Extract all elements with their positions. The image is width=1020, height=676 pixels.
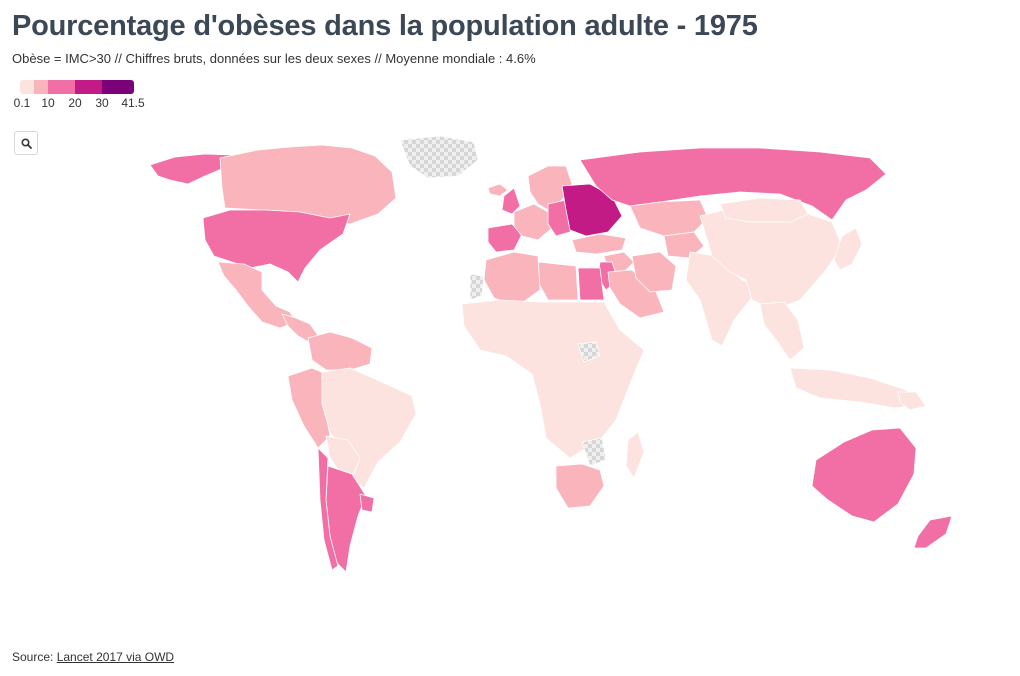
legend-tick-label: 20 (68, 96, 82, 110)
color-legend: 0.1 10 20 30 41.5 (12, 80, 152, 112)
region-bolivia-paraguay[interactable] (325, 435, 361, 475)
region-south-sudan[interactable] (577, 341, 601, 363)
legend-swatch (75, 80, 102, 94)
legend-swatch (102, 80, 134, 94)
region-kazakhstan[interactable] (629, 199, 709, 237)
region-united-kingdom[interactable] (501, 187, 521, 215)
region-mongolia[interactable] (719, 197, 809, 223)
region-canada[interactable] (219, 144, 397, 225)
source-prefix: Source: (12, 650, 57, 664)
world-map[interactable] (140, 128, 1000, 578)
legend-tick-label: 10 (41, 96, 55, 110)
legend-tick-label: 0.1 (13, 96, 31, 110)
region-chile[interactable] (317, 447, 339, 571)
region-greenland[interactable] (399, 135, 479, 179)
zoom-search-button[interactable] (14, 131, 38, 155)
region-australia[interactable] (811, 427, 917, 523)
region-colombia-venezuela[interactable] (307, 331, 373, 371)
search-icon (20, 137, 32, 149)
region-new-zealand[interactable] (913, 515, 953, 549)
region-southeast-asia[interactable] (759, 301, 805, 361)
region-spain-portugal[interactable] (487, 223, 523, 253)
legend-swatch (34, 80, 48, 94)
region-eastern-europe[interactable] (561, 183, 623, 237)
region-egypt[interactable] (577, 267, 605, 301)
legend-tick-label: 41.5 (121, 96, 145, 110)
region-botswana-zimbabwe[interactable] (581, 437, 607, 467)
region-papua-new-guinea[interactable] (897, 391, 927, 411)
page-title: Pourcentage d'obèses dans la population … (12, 10, 758, 42)
source-link[interactable]: Lancet 2017 via OWD (56, 650, 175, 664)
region-iceland[interactable] (487, 183, 509, 197)
region-central-asia[interactable] (663, 231, 705, 259)
region-maghreb[interactable] (483, 251, 541, 307)
region-western-sahara[interactable] (469, 273, 485, 301)
region-uruguay[interactable] (359, 493, 375, 513)
region-south-africa[interactable] (555, 463, 605, 509)
region-peru-ecuador[interactable] (287, 367, 331, 449)
subtitle: Obèse = IMC>30 // Chiffres bruts, donnée… (12, 51, 536, 66)
region-japan[interactable] (833, 227, 863, 271)
legend-ticks: 0.1 10 20 30 41.5 (12, 96, 152, 112)
region-libya[interactable] (537, 261, 579, 301)
source-note: Source: Lancet 2017 via OWD (12, 650, 174, 664)
region-western-europe[interactable] (513, 203, 553, 241)
legend-swatch (48, 80, 75, 94)
region-sub-saharan-africa[interactable] (461, 299, 645, 459)
region-alaska[interactable] (149, 153, 233, 185)
legend-swatch (20, 80, 34, 94)
legend-color-bar (12, 80, 134, 94)
region-brazil[interactable] (321, 367, 417, 489)
region-iran[interactable] (631, 251, 677, 293)
region-scandinavia[interactable] (527, 165, 573, 211)
legend-tick-label: 30 (95, 96, 109, 110)
region-turkey[interactable] (571, 233, 627, 255)
region-madagascar[interactable] (625, 431, 645, 479)
